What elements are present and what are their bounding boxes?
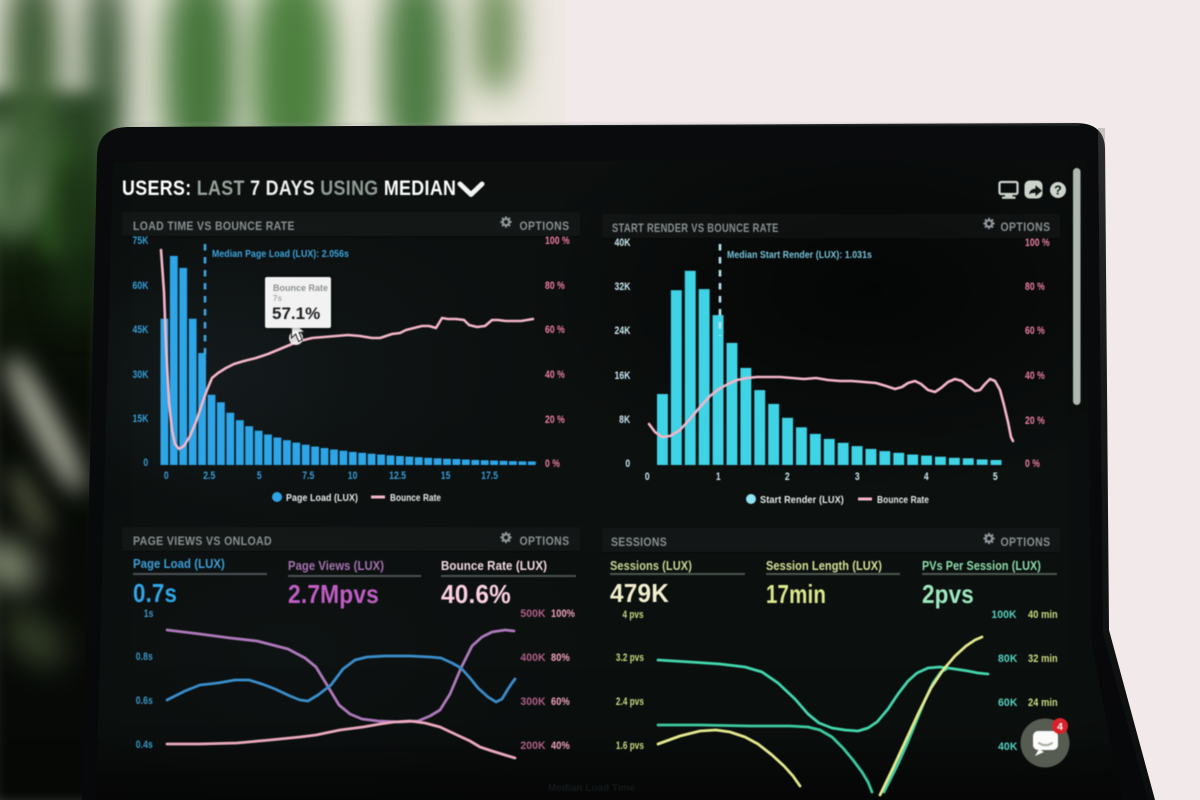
svg-text:?: ?: [1054, 184, 1062, 198]
svg-text:4: 4: [1057, 721, 1063, 733]
